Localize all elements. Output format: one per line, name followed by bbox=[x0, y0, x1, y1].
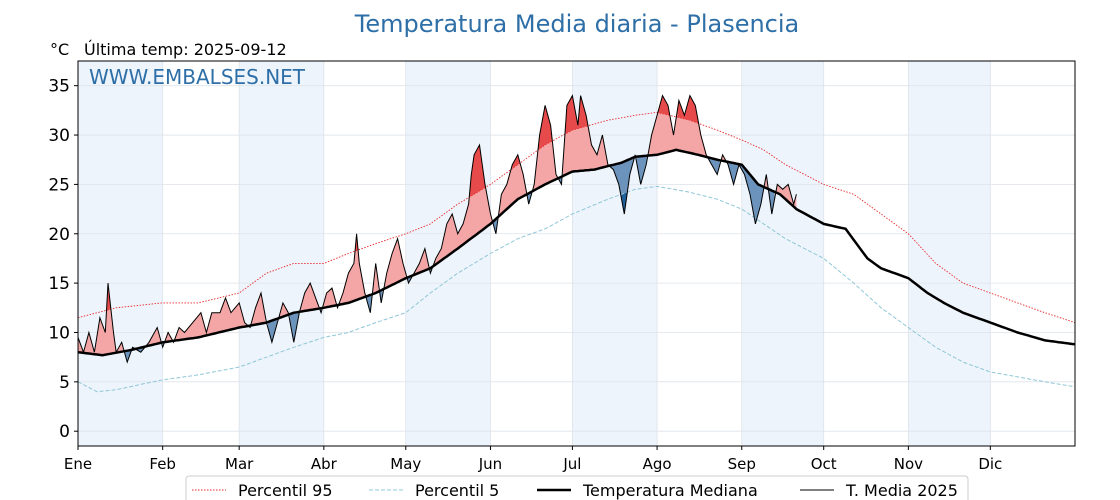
median-line bbox=[77, 148, 1076, 357]
series-lines bbox=[77, 94, 1076, 393]
legend: Percentil 95 Percentil 5 Temperatura Media… bbox=[185, 475, 969, 500]
y-unit-label: °C bbox=[50, 40, 69, 59]
watermark-text: WWW.EMBALSES.NET bbox=[89, 65, 306, 89]
x-tick-label: Nov bbox=[894, 455, 923, 473]
above-median-fill bbox=[498, 154, 526, 217]
month-band bbox=[908, 61, 991, 446]
above-median-fill bbox=[165, 332, 173, 342]
above-p95-fill bbox=[677, 95, 699, 124]
below-median-fill bbox=[726, 161, 764, 224]
x-tick-label: Ene bbox=[64, 455, 92, 473]
below-median-fill bbox=[124, 349, 132, 363]
above-median-fill bbox=[146, 327, 162, 347]
above-median-fill bbox=[373, 263, 379, 294]
above-median-fill bbox=[764, 174, 768, 189]
y-tick-label: 20 bbox=[48, 225, 70, 245]
below-median-fill bbox=[609, 157, 634, 215]
x-tick-label: Jul bbox=[562, 455, 581, 473]
y-tick-label: 10 bbox=[48, 323, 70, 343]
below-median-fill bbox=[708, 157, 720, 175]
above-median-fill bbox=[648, 95, 707, 157]
legend-label: Percentil 95 bbox=[238, 481, 333, 500]
legend-label: T. Media 2025 bbox=[845, 481, 958, 500]
x-axis-ticks: Ene Feb Mar Abr May Jun Jul Ago Sep Oct Nov Dic bbox=[64, 446, 1002, 473]
above-median-fill bbox=[78, 283, 124, 356]
chart-title: Temperatura Media diaria - Plasencia bbox=[354, 10, 800, 38]
above-median-fill bbox=[413, 248, 429, 275]
month-band bbox=[239, 61, 324, 446]
below-median-fill bbox=[289, 311, 300, 343]
above-p95-fill bbox=[538, 105, 552, 150]
deviation-fills bbox=[78, 95, 797, 363]
y-tick-label: 25 bbox=[48, 175, 70, 195]
below-median-fill bbox=[366, 294, 372, 313]
below-median-fill bbox=[379, 289, 383, 303]
above-median-fill bbox=[300, 283, 319, 312]
plot-frame bbox=[77, 60, 1076, 447]
below-median-fill bbox=[267, 318, 278, 343]
x-tick-label: Sep bbox=[728, 455, 756, 473]
below-median-fill bbox=[769, 189, 775, 215]
below-p5-fill bbox=[621, 192, 628, 215]
month-band bbox=[741, 61, 824, 446]
x-tick-label: Jun bbox=[478, 455, 502, 473]
legend-label: Temperatura Mediana bbox=[582, 481, 758, 500]
above-median-fill bbox=[532, 105, 558, 192]
y-axis-ticks: 0 5 10 15 20 25 30 35 bbox=[48, 77, 78, 442]
x-tick-label: Abr bbox=[311, 455, 338, 473]
above-p95-fill bbox=[565, 95, 588, 134]
below-median-fill bbox=[636, 155, 648, 185]
last-temp-label: Última temp: 2025-09-12 bbox=[84, 40, 287, 59]
x-tick-label: May bbox=[390, 455, 421, 473]
percentil-95-line bbox=[77, 111, 1076, 324]
y-tick-label: 30 bbox=[48, 126, 70, 146]
legend-label: Percentil 5 bbox=[415, 481, 499, 500]
legend-box bbox=[185, 475, 969, 500]
above-p95-fill bbox=[512, 154, 520, 169]
y-tick-label: 5 bbox=[59, 373, 70, 393]
x-tick-label: Dic bbox=[978, 455, 1002, 473]
y-tick-label: 15 bbox=[48, 274, 70, 294]
x-tick-label: Mar bbox=[225, 455, 254, 473]
current-year-line bbox=[77, 94, 797, 364]
x-tick-label: Feb bbox=[149, 455, 176, 473]
above-median-fill bbox=[322, 288, 337, 309]
above-median-fill bbox=[251, 292, 266, 326]
above-median-fill bbox=[338, 233, 365, 305]
x-tick-label: Oct bbox=[811, 455, 837, 473]
percentil-5-line bbox=[77, 185, 1076, 393]
x-tick-label: Ago bbox=[643, 455, 672, 473]
month-bands bbox=[78, 61, 991, 446]
y-tick-label: 35 bbox=[48, 77, 70, 97]
y-tick-label: 0 bbox=[59, 422, 70, 442]
